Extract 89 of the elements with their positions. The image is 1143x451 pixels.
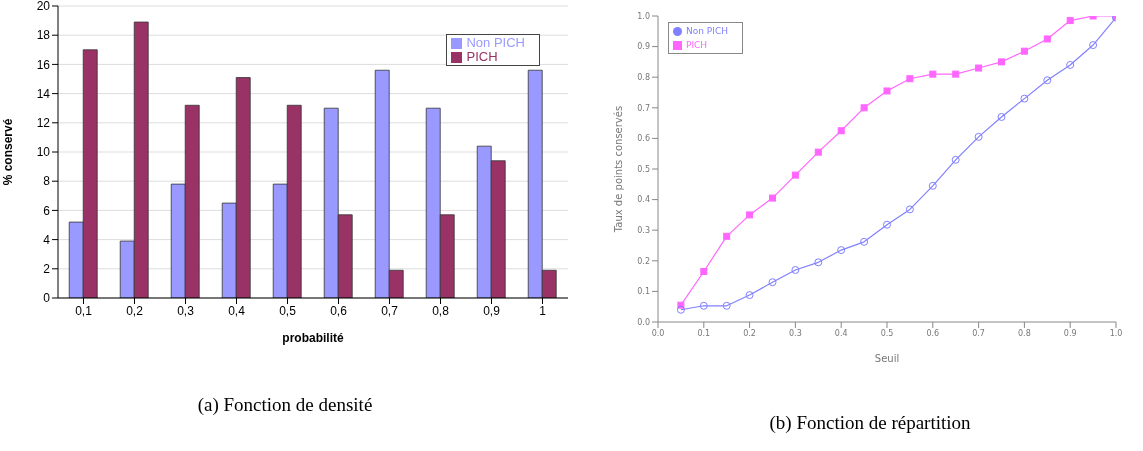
- legend-label: PICH: [466, 49, 498, 64]
- x-tick-label: 1: [539, 303, 547, 318]
- y-axis-title: % conservé: [1, 118, 16, 186]
- y-tick-label: 0: [43, 291, 51, 306]
- point: [722, 301, 731, 310]
- point: [860, 104, 868, 112]
- point: [1020, 47, 1028, 55]
- text: (b) Fonction de répartition: [768, 412, 972, 434]
- y-tick-label: 16: [36, 57, 51, 72]
- x-tick-label: 0.5: [880, 328, 894, 338]
- point: [1020, 94, 1029, 103]
- point: [1043, 35, 1051, 43]
- x-axis-title: Seuil: [874, 353, 900, 364]
- point: [837, 246, 846, 255]
- y-tick-label: 0.5: [637, 164, 650, 174]
- point: [769, 194, 776, 202]
- x-tick-label: 0,4: [228, 303, 246, 318]
- x-tick-label: 0,5: [279, 303, 297, 318]
- x-tick-label: 0.1: [697, 328, 711, 338]
- point: [1089, 41, 1098, 50]
- y-tick-label: 14: [36, 86, 51, 101]
- point: [745, 291, 754, 300]
- y-tick-label: 6: [43, 203, 51, 218]
- x-tick-label: 0,7: [381, 303, 399, 318]
- x-tick-label: 1.0: [1109, 328, 1123, 338]
- point: [814, 148, 822, 156]
- y-tick-label: 12: [36, 116, 51, 131]
- point: [951, 155, 960, 164]
- y-tick-label: 1.0: [637, 11, 650, 21]
- point: [883, 87, 891, 95]
- y-tick-label: 0.7: [637, 103, 650, 113]
- point: [975, 64, 983, 72]
- point: [791, 265, 800, 274]
- legend-label: Non PICH: [466, 35, 525, 50]
- legend-label: Non PICH: [686, 26, 728, 36]
- y-tick-label: 0.0: [637, 317, 650, 327]
- point: [997, 112, 1006, 121]
- y-tick-label: 8: [43, 174, 51, 189]
- x-tick-label: 0,2: [126, 303, 144, 318]
- x-tick-label: 0.9: [1063, 328, 1077, 338]
- y-tick-label: 4: [43, 232, 51, 247]
- point: [723, 232, 731, 240]
- point: [905, 205, 914, 214]
- point: [998, 58, 1005, 66]
- y-tick-label: 0.3: [637, 226, 650, 236]
- y-tick-label: 0.9: [637, 42, 650, 52]
- x-tick-label: 0,1: [75, 303, 93, 318]
- point: [676, 305, 685, 314]
- point: [699, 301, 708, 310]
- x-tick-label: 0,3: [177, 303, 195, 318]
- y-tick-label: 2: [43, 262, 51, 277]
- point: [700, 268, 708, 276]
- point: [906, 75, 914, 83]
- point: [883, 220, 891, 229]
- x-tick-label: 0,6: [330, 303, 348, 318]
- point: [929, 70, 937, 78]
- y-tick-label: 0.4: [637, 195, 650, 205]
- x-tick-label: 0,9: [483, 303, 501, 318]
- point: [1043, 76, 1052, 85]
- point: [860, 237, 869, 246]
- x-axis-title: probabilité: [282, 331, 344, 345]
- point: [1066, 17, 1074, 25]
- x-tick-label: 0,8: [432, 303, 450, 318]
- point: [791, 171, 799, 179]
- y-tick-label: 0.8: [637, 73, 650, 83]
- y-tick-label: 0.2: [637, 256, 650, 266]
- y-tick-label: 0.1: [637, 287, 650, 297]
- x-tick-label: 0.6: [926, 328, 940, 338]
- point: [1066, 60, 1075, 69]
- point: [746, 211, 754, 219]
- point: [768, 278, 777, 287]
- point: [814, 258, 823, 267]
- x-tick-label: 0.2: [743, 328, 756, 338]
- point: [974, 132, 983, 141]
- x-tick-label: 0.4: [834, 328, 848, 338]
- x-tick-label: 0.8: [1018, 328, 1031, 338]
- y-tick-label: 18: [36, 28, 51, 43]
- legend-label: PICH: [686, 40, 708, 50]
- point: [952, 70, 960, 78]
- point: [928, 181, 937, 190]
- point: [837, 127, 845, 135]
- y-tick-label: 0.6: [637, 134, 650, 144]
- text: (a) Fonction de densité: [196, 394, 374, 416]
- x-tick-label: 0.7: [972, 328, 985, 338]
- y-axis-title: Taux de points conservés: [612, 105, 624, 234]
- x-tick-label: 0.3: [789, 328, 802, 338]
- y-tick-label: 20: [36, 0, 51, 14]
- x-tick-label: 0.0: [651, 328, 665, 338]
- y-tick-label: 10: [36, 145, 51, 160]
